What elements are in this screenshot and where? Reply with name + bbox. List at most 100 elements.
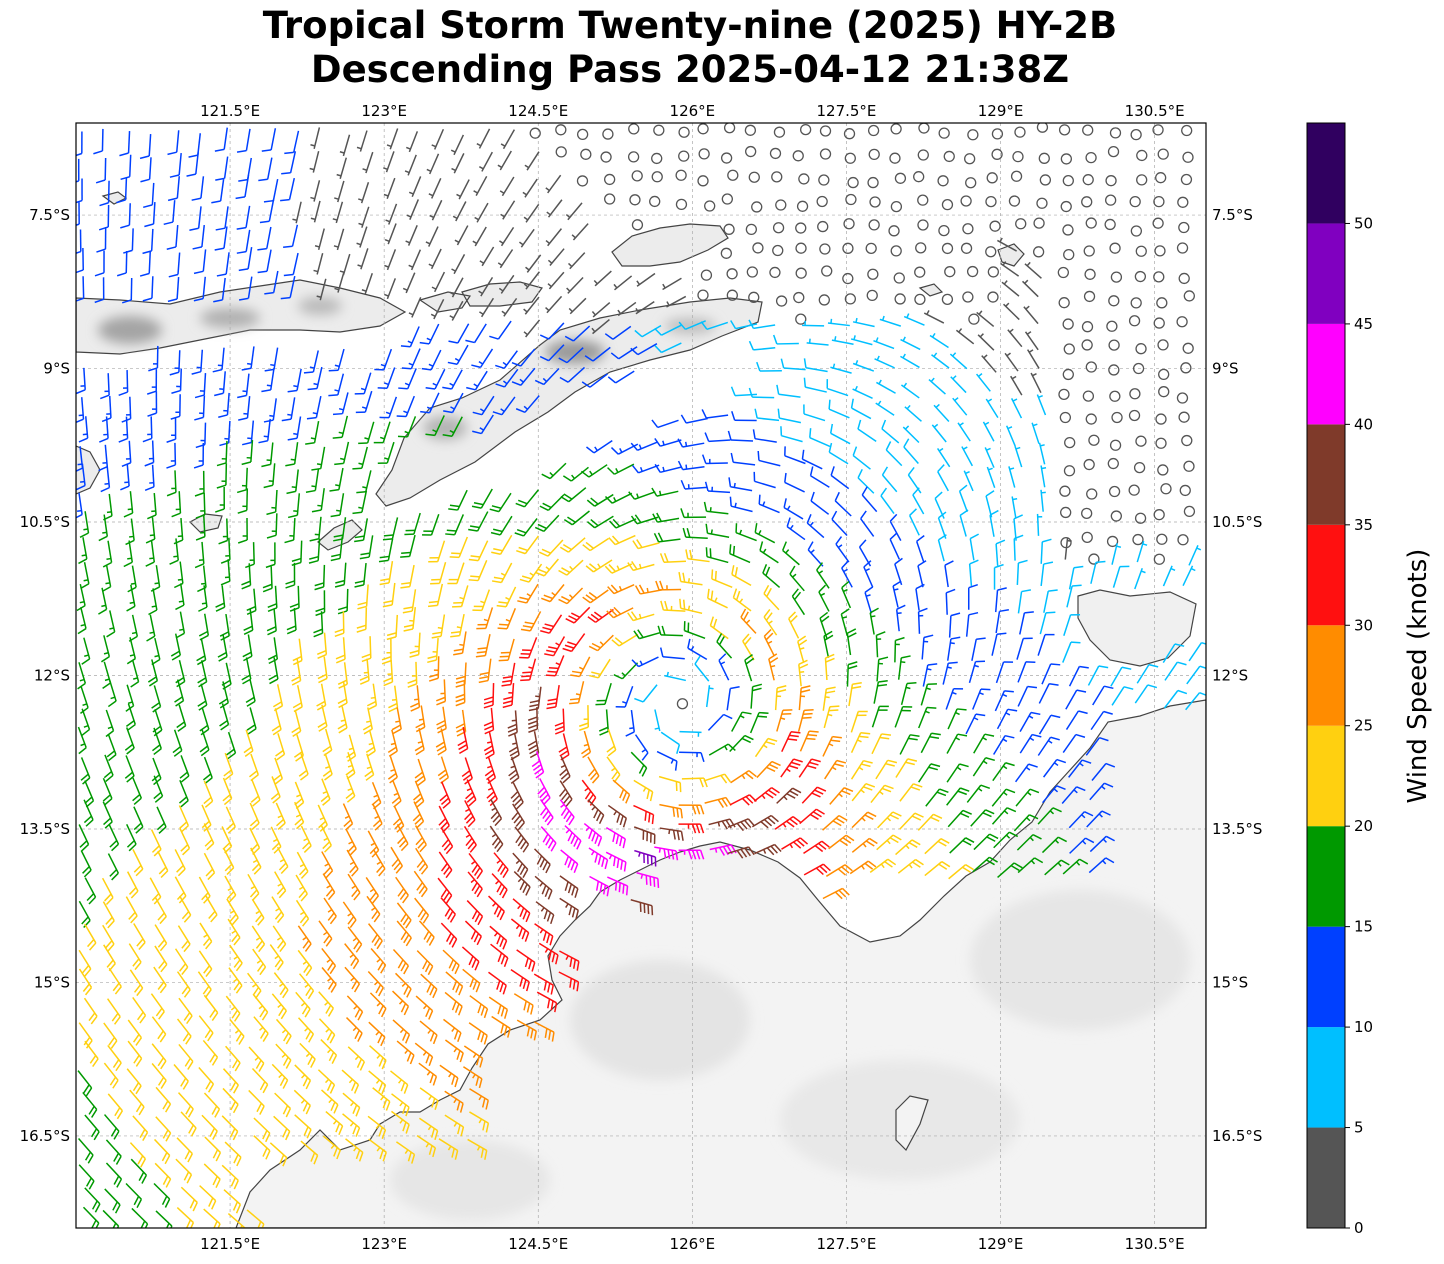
wind-barb — [931, 423, 947, 443]
wind-barb — [1178, 411, 1190, 423]
wind-barb — [1013, 534, 1024, 561]
wind-barb — [631, 464, 660, 474]
wind-barb — [271, 1063, 289, 1089]
wind-barb — [947, 708, 967, 730]
wind-barb — [241, 420, 255, 446]
wind-barb — [1000, 261, 1020, 277]
wind-barb — [803, 377, 827, 393]
wind-barb — [274, 871, 287, 899]
wind-barb — [918, 706, 937, 729]
wind-barb — [943, 150, 955, 163]
wind-barb — [894, 293, 906, 305]
wind-barb — [1040, 538, 1052, 564]
wind-barb — [705, 685, 714, 708]
wind-barb — [1041, 663, 1061, 685]
lon-tick-label-top: 126°E — [670, 102, 716, 120]
wind-barb — [564, 325, 591, 342]
wind-barb — [735, 523, 757, 542]
wind-barb — [309, 150, 320, 173]
wind-barb — [1152, 124, 1164, 136]
wind-barb — [396, 920, 412, 947]
wind-barb — [776, 384, 801, 398]
wind-barb — [383, 151, 395, 173]
wind-barb — [150, 829, 162, 857]
wind-barb — [534, 514, 560, 533]
wind-barb — [822, 686, 836, 711]
wind-barb — [76, 202, 80, 227]
wind-barb — [627, 561, 655, 572]
wind-barb — [514, 826, 530, 853]
wind-barb — [270, 826, 282, 854]
wind-barb — [211, 179, 225, 204]
wind-barb — [774, 816, 802, 830]
wind-barb — [876, 834, 902, 851]
wind-barb — [547, 271, 565, 290]
wind-barb — [451, 153, 465, 174]
wind-barb — [147, 492, 157, 520]
wind-barb — [428, 540, 446, 563]
wind-barb — [246, 588, 257, 616]
wind-barb — [727, 169, 739, 181]
wind-barb — [358, 421, 375, 445]
wind-barb — [195, 514, 206, 541]
wind-barb — [367, 971, 384, 997]
wind-barb — [444, 991, 463, 1016]
wind-barb — [191, 349, 204, 375]
wind-barb — [377, 367, 396, 389]
wind-barb — [1085, 151, 1097, 164]
wind-barb — [270, 776, 281, 804]
wind-barb — [298, 753, 309, 781]
wind-barb — [1033, 217, 1045, 229]
wind-barb — [973, 833, 999, 851]
wind-barb — [995, 661, 1014, 684]
wind-barb — [490, 943, 509, 968]
wind-barb — [843, 218, 855, 230]
wind-barb — [654, 342, 682, 354]
wind-barb — [816, 195, 828, 208]
wind-barb — [1062, 224, 1074, 236]
wind-barb — [1153, 509, 1165, 521]
wind-barb — [564, 825, 582, 850]
wind-barb — [102, 777, 113, 806]
wind-barb — [269, 1142, 288, 1167]
wind-barb — [789, 565, 805, 592]
wind-barb — [744, 124, 757, 136]
wind-barb — [392, 1019, 411, 1044]
wind-barb — [681, 777, 708, 788]
wind-barb — [337, 681, 348, 709]
wind-barb — [656, 750, 678, 771]
wind-barb — [468, 540, 489, 562]
wind-barb — [563, 510, 590, 526]
wind-barb — [657, 625, 683, 637]
wind-barb — [897, 858, 924, 874]
wind-barb — [915, 583, 925, 611]
wind-barb — [985, 398, 999, 419]
wind-barb — [378, 538, 394, 563]
wind-barb — [104, 1188, 121, 1214]
wind-barb — [680, 414, 708, 424]
wind-barb — [824, 653, 835, 681]
wind-barb — [366, 683, 378, 711]
wind-barb — [323, 897, 337, 925]
wind-barb — [429, 199, 443, 221]
wind-barb — [962, 223, 974, 235]
wind-barb — [368, 1021, 386, 1047]
wind-barb — [846, 628, 857, 656]
wind-barb — [245, 679, 256, 707]
wind-barb — [899, 812, 924, 830]
wind-barb — [478, 277, 494, 297]
wind-barb — [345, 1017, 363, 1042]
wind-barb — [468, 1022, 488, 1045]
wind-barb — [449, 536, 469, 559]
wind-barb — [439, 1064, 459, 1088]
wind-barb — [703, 501, 729, 515]
wind-barb — [873, 680, 888, 704]
wind-barb — [216, 463, 228, 489]
wind-barb — [678, 572, 703, 586]
wind-barb — [803, 863, 831, 876]
wind-barb — [679, 751, 705, 763]
wind-barb — [129, 1142, 147, 1168]
wind-barb — [1068, 811, 1094, 829]
wind-barb — [565, 202, 583, 221]
land-tiwi — [1077, 589, 1197, 667]
